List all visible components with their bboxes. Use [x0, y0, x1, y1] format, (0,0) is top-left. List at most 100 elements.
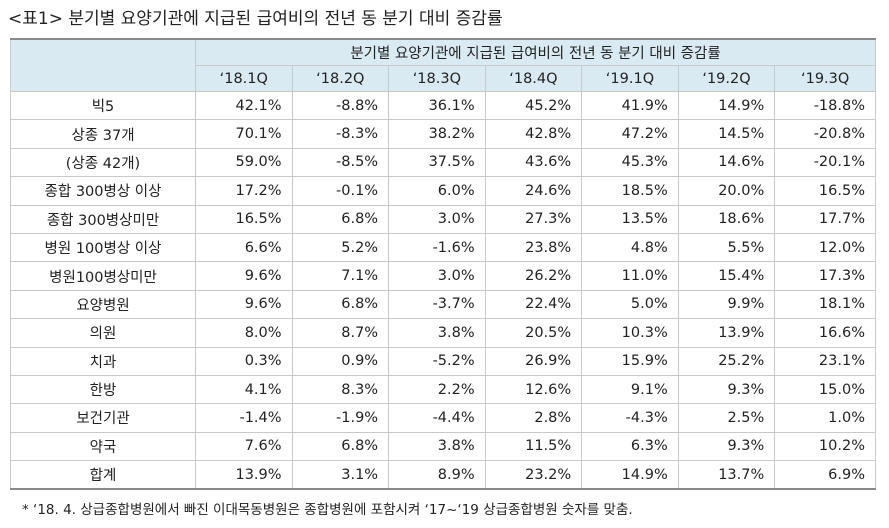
cell: 23.8%: [484, 232, 583, 263]
cell: 3.0%: [388, 261, 486, 291]
row-label: 약국: [10, 431, 196, 462]
cell: 9.3%: [677, 431, 776, 462]
cell: -4.4%: [388, 403, 486, 433]
cell: -20.1%: [774, 147, 876, 178]
cell: 45.2%: [484, 90, 583, 121]
cell: -1.9%: [291, 403, 390, 433]
cell: 9.9%: [677, 289, 776, 320]
table-title: <표1> 분기별 요양기관에 지급된 급여비의 전년 동 분기 대비 증감률: [8, 9, 503, 29]
column-header: ‘18.1Q: [195, 65, 293, 92]
corner-cell: [10, 38, 196, 92]
cell: 6.8%: [291, 431, 390, 462]
row-label: 합계: [10, 460, 196, 491]
row-label: 종합 300병상 이상: [10, 176, 196, 206]
cell: 6.9%: [774, 460, 876, 491]
cell: -0.1%: [291, 176, 390, 206]
table-row: 보건기관 -1.4% -1.9% -4.4% 2.8% -4.3% 2.5% 1.0%: [10, 403, 876, 433]
table-row: 합계 13.9% 3.1% 8.9% 23.2% 14.9% 13.7% 6.9%: [10, 460, 876, 491]
cell: 37.5%: [388, 147, 486, 178]
cell: 70.1%: [195, 119, 293, 149]
cell: 11.5%: [484, 431, 583, 462]
cell: 3.0%: [388, 204, 486, 234]
cell: 36.1%: [388, 90, 486, 121]
row-label: 병원 100병상 이상: [10, 232, 196, 263]
table-row: (상종 42개) 59.0% -8.5% 37.5% 43.6% 45.3% 14.6% -2…: [10, 147, 876, 178]
cell: 9.3%: [677, 374, 776, 405]
cell: 5.2%: [291, 232, 390, 263]
cell: 5.5%: [677, 232, 776, 263]
cell: 6.8%: [291, 289, 390, 320]
cell: 15.4%: [677, 261, 776, 291]
cell: 47.2%: [581, 119, 679, 149]
cell: 15.0%: [774, 374, 876, 405]
cell: 20.0%: [677, 176, 776, 206]
cell: 27.3%: [484, 204, 583, 234]
row-label: 상종 37개: [10, 119, 196, 149]
table-row: 한방 4.1% 8.3% 2.2% 12.6% 9.1% 9.3% 15.0%: [10, 374, 876, 405]
cell: 16.6%: [774, 318, 876, 348]
cell: -1.4%: [195, 403, 293, 433]
cell: 8.9%: [388, 460, 486, 491]
cell: 16.5%: [195, 204, 293, 234]
header-row: ‘18.1Q ‘18.2Q ‘18.3Q ‘18.4Q ‘19.1Q ‘19.2Q ‘19.…: [11, 65, 876, 92]
cell: 4.8%: [581, 232, 679, 263]
cell: -5.2%: [388, 346, 486, 376]
row-label: 한방: [10, 374, 196, 405]
cell: 10.2%: [774, 431, 876, 462]
cell: 3.8%: [388, 431, 486, 462]
cell: 24.6%: [484, 176, 583, 206]
cell: -18.8%: [774, 90, 876, 121]
cell: 6.6%: [195, 232, 293, 263]
data-table: 분기별 요양기관에 지급된 급여비의 전년 동 분기 대비 증감률 ‘18.1Q…: [10, 38, 876, 491]
table-row: 치과 0.3% 0.9% -5.2% 26.9% 15.9% 25.2% 23.1%: [10, 346, 876, 376]
cell: 2.8%: [484, 403, 583, 433]
cell: -3.7%: [388, 289, 486, 320]
cell: 18.1%: [774, 289, 876, 320]
cell: 16.5%: [774, 176, 876, 206]
cell: -8.3%: [291, 119, 390, 149]
column-header: ‘19.1Q: [581, 65, 679, 92]
cell: 3.1%: [291, 460, 390, 491]
cell: 10.3%: [581, 318, 679, 348]
cell: 2.5%: [677, 403, 776, 433]
cell: 6.3%: [581, 431, 679, 462]
cell: 1.0%: [774, 403, 876, 433]
column-header: ‘18.4Q: [484, 65, 583, 92]
cell: 23.2%: [484, 460, 583, 491]
cell: 3.8%: [388, 318, 486, 348]
cell: 41.9%: [581, 90, 679, 121]
table-head: 분기별 요양기관에 지급된 급여비의 전년 동 분기 대비 증감률 ‘18.1Q…: [10, 38, 876, 92]
cell: 4.1%: [195, 374, 293, 405]
table-row: 종합 300병상미만 16.5% 6.8% 3.0% 27.3% 13.5% 18.6% 17…: [10, 204, 876, 234]
cell: 5.0%: [581, 289, 679, 320]
column-header: ‘18.2Q: [291, 65, 390, 92]
cell: 17.7%: [774, 204, 876, 234]
table-row: 의원 8.0% 8.7% 3.8% 20.5% 10.3% 13.9% 16.6%: [10, 318, 876, 348]
table-row: 빅5 42.1% -8.8% 36.1% 45.2% 41.9% 14.9% -18.8%: [10, 90, 876, 121]
cell: 8.0%: [195, 318, 293, 348]
table-row: 요양병원 9.6% 6.8% -3.7% 22.4% 5.0% 9.9% 18.1%: [10, 289, 876, 320]
cell: 18.6%: [677, 204, 776, 234]
cell: 9.6%: [195, 261, 293, 291]
header-group: 분기별 요양기관에 지급된 급여비의 전년 동 분기 대비 증감률: [195, 38, 876, 66]
row-label: (상종 42개): [10, 147, 196, 178]
row-label: 빅5: [10, 90, 196, 121]
cell: 26.2%: [484, 261, 583, 291]
cell: 14.9%: [581, 460, 679, 491]
table-row: 상종 37개 70.1% -8.3% 38.2% 42.8% 47.2% 14.5% -20.…: [10, 119, 876, 149]
cell: 14.6%: [677, 147, 776, 178]
table-row: 병원100병상미만 9.6% 7.1% 3.0% 26.2% 11.0% 15.4% 17.3…: [10, 261, 876, 291]
cell: 9.1%: [581, 374, 679, 405]
cell: 26.9%: [484, 346, 583, 376]
cell: 17.3%: [774, 261, 876, 291]
row-label: 병원100병상미만: [10, 261, 196, 291]
cell: 25.2%: [677, 346, 776, 376]
cell: 9.6%: [195, 289, 293, 320]
row-label: 의원: [10, 318, 196, 348]
cell: 14.5%: [677, 119, 776, 149]
cell: 8.3%: [291, 374, 390, 405]
row-label: 보건기관: [10, 403, 196, 433]
cell: 14.9%: [677, 90, 776, 121]
cell: 0.3%: [195, 346, 293, 376]
